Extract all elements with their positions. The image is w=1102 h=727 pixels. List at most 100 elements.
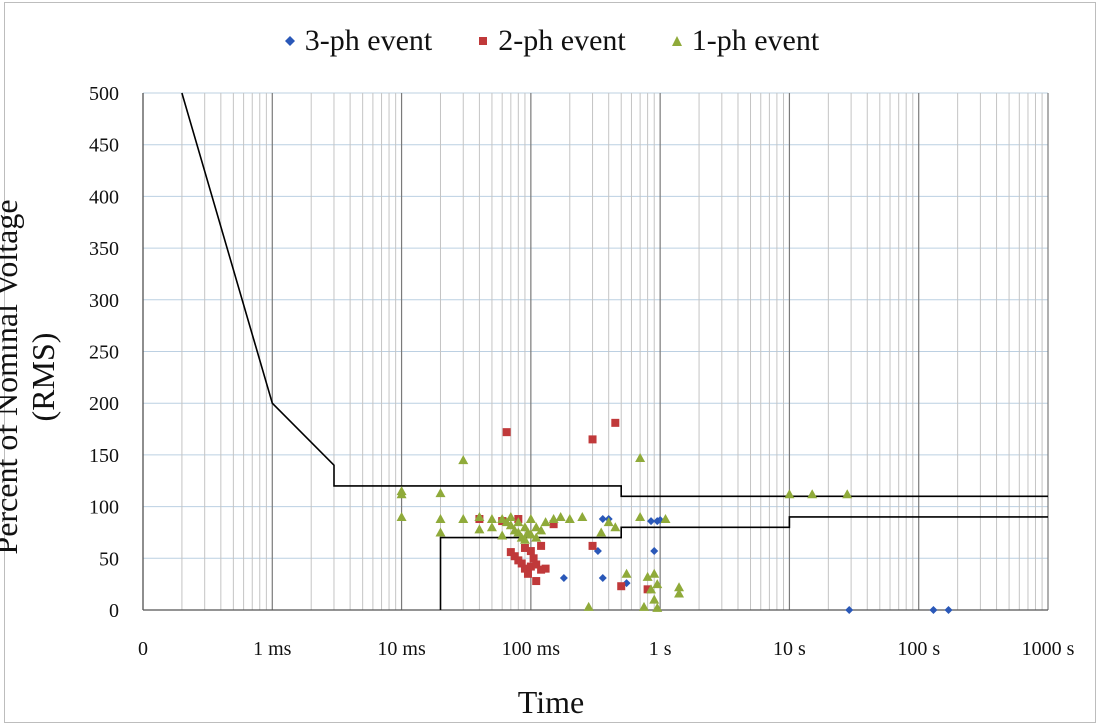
point-3ph	[559, 573, 568, 582]
y-tick-label: 100	[89, 497, 119, 519]
point-2ph	[643, 585, 652, 594]
point-2ph	[523, 569, 532, 578]
point-1ph	[396, 489, 407, 499]
point-1ph	[555, 511, 566, 521]
point-1ph	[652, 602, 663, 612]
point-1ph	[525, 514, 536, 524]
point-2ph	[517, 559, 526, 568]
point-2ph	[532, 560, 541, 569]
point-1ph	[674, 582, 685, 592]
point-1ph	[536, 525, 547, 535]
point-3ph	[929, 606, 938, 614]
limit-curve-1	[181, 92, 1048, 498]
point-2ph	[617, 582, 626, 591]
legend-label-2ph: 2-ph event	[498, 24, 626, 57]
point-1ph	[649, 594, 660, 604]
point-1ph	[396, 511, 407, 521]
y-tick-label: 300	[89, 290, 119, 312]
point-1ph	[519, 534, 530, 544]
point-1ph	[531, 532, 542, 542]
point-1ph	[638, 601, 649, 611]
point-1ph	[505, 520, 516, 530]
x-tick-label: 100 s	[897, 638, 940, 660]
point-1ph	[531, 522, 542, 532]
y-axis-title: Percent of Nominal Voltage (RMS)	[0, 199, 61, 555]
point-1ph	[635, 453, 646, 463]
point-1ph	[784, 489, 795, 499]
point-1ph	[583, 601, 594, 611]
point-1ph	[474, 511, 485, 521]
x-tick-label: 10 s	[773, 638, 806, 660]
y-tick-label: 350	[89, 238, 119, 260]
x-tick-label: 1000 s	[1022, 638, 1075, 660]
point-2ph	[526, 547, 535, 556]
y-tick-label: 450	[89, 135, 119, 157]
x-tick-label: 1 ms	[253, 638, 292, 660]
legend-marker-3ph	[284, 36, 295, 46]
point-1ph	[513, 517, 524, 527]
chart-frame	[4, 2, 1096, 723]
point-1ph	[660, 514, 671, 524]
point-2ph	[588, 435, 597, 444]
y-tick-label: 250	[89, 342, 119, 364]
legend-item-2ph: 2-ph event	[476, 24, 626, 58]
legend-item-1ph: 1-ph event	[670, 24, 819, 58]
point-1ph	[540, 517, 551, 527]
y-tick-label: 50	[99, 548, 119, 570]
point-1ph	[842, 489, 853, 499]
point-1ph	[486, 514, 497, 524]
point-2ph	[520, 564, 529, 573]
point-1ph	[458, 455, 469, 465]
point-1ph	[807, 489, 818, 499]
point-1ph	[564, 514, 575, 524]
legend-label-3ph: 3-ph event	[304, 24, 433, 57]
point-1ph	[621, 568, 632, 578]
point-3ph	[944, 606, 953, 614]
legend-label-1ph: 1-ph event	[691, 24, 820, 57]
y-tick-label: 500	[89, 83, 119, 105]
point-3ph	[598, 515, 607, 524]
limit-curve-2	[439, 516, 1048, 610]
legend-marker-1ph	[671, 36, 682, 46]
point-1ph	[603, 517, 614, 527]
point-1ph	[610, 522, 621, 532]
point-1ph	[513, 527, 524, 537]
point-2ph	[537, 565, 546, 574]
point-1ph	[435, 488, 446, 498]
point-2ph	[510, 552, 519, 561]
point-2ph	[549, 520, 558, 529]
point-2ph	[502, 428, 511, 437]
point-2ph	[526, 562, 535, 571]
point-3ph	[845, 606, 854, 614]
point-1ph	[635, 511, 646, 521]
y-tick-label: 400	[89, 186, 119, 208]
point-2ph	[537, 541, 546, 550]
point-2ph	[611, 418, 620, 427]
y-tick-label: 0	[109, 600, 119, 622]
point-1ph	[652, 579, 663, 589]
point-2ph	[532, 577, 541, 586]
x-tick-label: 1 s	[649, 638, 672, 660]
x-tick-label: 10 ms	[377, 638, 426, 660]
x-axis-title: Time	[517, 684, 585, 720]
point-2ph	[529, 554, 538, 563]
x-tick-label: 100 ms	[502, 638, 561, 660]
point-3ph	[647, 517, 656, 526]
legend: 3-ph event 2-ph event 1-ph event	[0, 24, 1102, 58]
point-1ph	[474, 524, 485, 534]
point-1ph	[435, 527, 446, 537]
point-1ph	[505, 511, 516, 521]
legend-marker-2ph	[479, 37, 488, 45]
y-tick-label: 200	[89, 393, 119, 415]
point-2ph	[588, 541, 597, 550]
point-1ph	[435, 514, 446, 524]
point-1ph	[497, 530, 508, 540]
point-1ph	[486, 522, 497, 532]
point-3ph	[598, 573, 607, 582]
point-1ph	[458, 514, 469, 524]
y-tick-label: 150	[89, 445, 119, 467]
point-1ph	[525, 529, 536, 539]
point-1ph	[674, 588, 685, 598]
point-1ph	[649, 568, 660, 578]
point-2ph	[506, 548, 515, 557]
